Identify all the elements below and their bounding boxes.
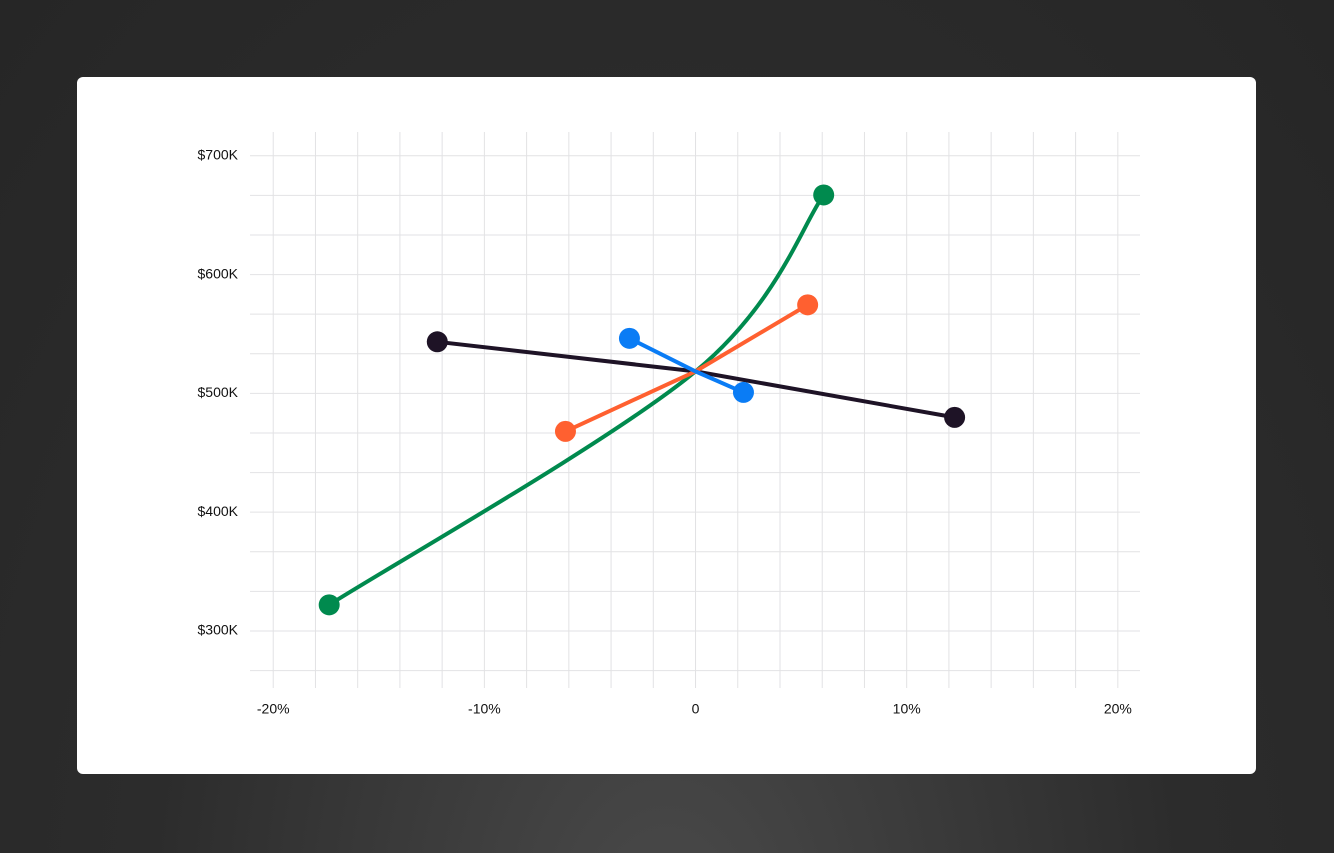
x-tick-label: 10%: [893, 701, 921, 717]
series-line: [628, 336, 745, 395]
point: [813, 184, 835, 206]
point: [426, 331, 448, 353]
point: [618, 327, 640, 349]
x-tick-label: 0: [692, 701, 700, 717]
x-tick-label: -10%: [468, 701, 501, 717]
point: [944, 406, 966, 428]
point: [554, 420, 576, 442]
y-tick-label: $400K: [198, 503, 239, 519]
y-tick-label: $600K: [198, 265, 239, 281]
series-line: [328, 193, 826, 607]
point: [797, 294, 819, 316]
y-tick-label: $700K: [198, 146, 239, 162]
point: [732, 381, 754, 403]
y-tick-label: $300K: [198, 622, 239, 638]
point: [318, 594, 340, 616]
x-tick-label: -20%: [257, 701, 290, 717]
x-tick-label: 20%: [1104, 701, 1132, 717]
y-tick-label: $500K: [198, 384, 239, 400]
